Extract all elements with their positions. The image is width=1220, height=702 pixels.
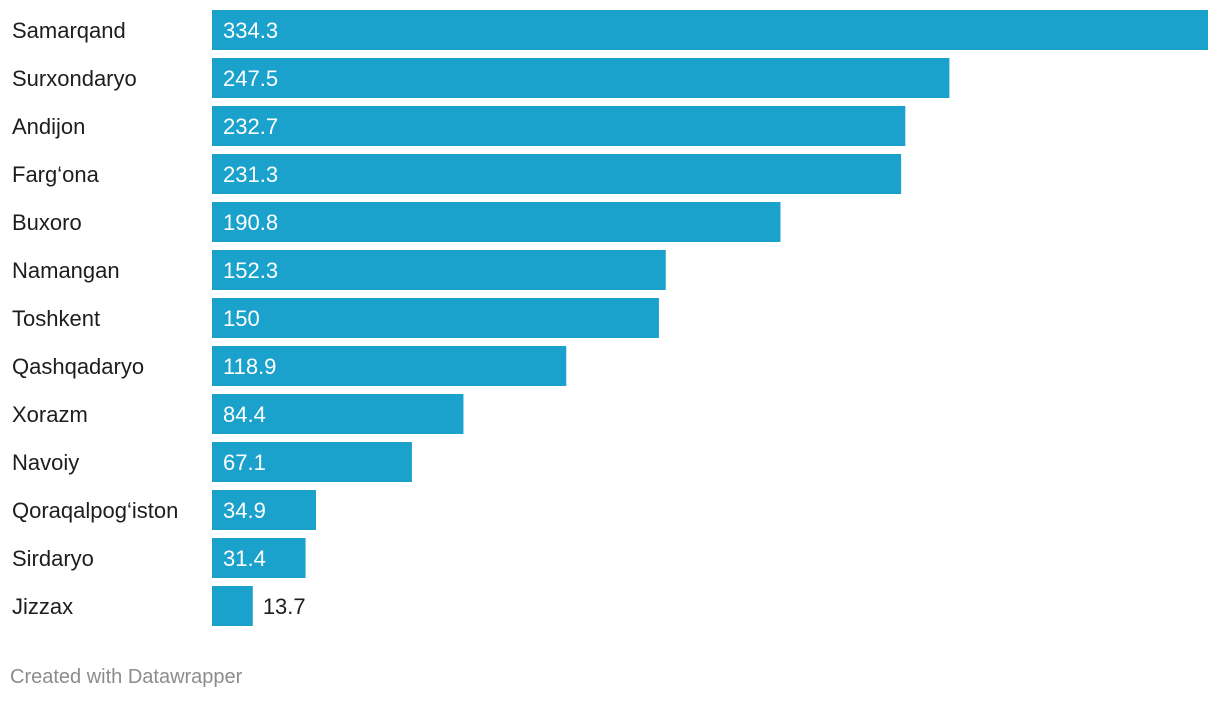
bar-chart: Samarqand 334.3 Surxondaryo 247.5 Andijon 232… (12, 10, 1208, 626)
category-label: Surxondaryo (12, 66, 137, 91)
category-label: Andijon (12, 114, 85, 139)
value-label: 13.7 (263, 594, 306, 619)
value-label: 232.7 (223, 114, 278, 139)
value-label: 118.9 (223, 354, 276, 379)
value-label: 231.3 (223, 162, 278, 187)
value-label: 67.1 (223, 450, 266, 475)
category-label: Buxoro (12, 210, 82, 235)
footer-credit: Created with Datawrapper (10, 666, 243, 688)
category-label: Qashqadaryo (12, 354, 144, 379)
category-label: Qoraqalpog‘iston (12, 498, 178, 523)
bar (212, 154, 902, 194)
bar-row-andijon: Andijon 232.7 (12, 106, 906, 146)
category-label: Navoiy (12, 450, 79, 475)
bar-row-xorazm: Xorazm 84.4 (12, 394, 464, 434)
bar-row-surxondaryo: Surxondaryo 247.5 (12, 58, 950, 98)
bar-row-namangan: Namangan 152.3 (12, 250, 666, 290)
category-label: Samarqand (12, 18, 126, 43)
bar-row-samarqand: Samarqand 334.3 (12, 10, 1208, 50)
category-label: Toshkent (12, 306, 100, 331)
value-label: 34.9 (223, 498, 266, 523)
bar-row-qashqadaryo: Qashqadaryo 118.9 (12, 346, 567, 386)
bar-row-sirdaryo: Sirdaryo 31.4 (12, 538, 306, 578)
bar-row-toshkent: Toshkent 150 (12, 298, 659, 338)
category-label: Jizzax (12, 594, 73, 619)
value-label: 190.8 (223, 210, 278, 235)
bar (212, 538, 306, 578)
bar-row-qoraqalpog-iston: Qoraqalpog‘iston 34.9 (12, 490, 316, 530)
value-label: 334.3 (223, 18, 278, 43)
bar-row-navoiy: Navoiy 67.1 (12, 442, 412, 482)
value-label: 84.4 (223, 402, 266, 427)
category-label: Farg‘ona (12, 162, 100, 187)
value-label: 152.3 (223, 258, 278, 283)
bar (212, 202, 781, 242)
bar (212, 346, 567, 386)
bar (212, 490, 316, 530)
bar (212, 586, 253, 626)
bar-row-farg-ona: Farg‘ona 231.3 (12, 154, 902, 194)
bar-row-buxoro: Buxoro 190.8 (12, 202, 781, 242)
bar (212, 442, 412, 482)
bar-row-jizzax: Jizzax 13.7 (12, 586, 306, 626)
value-label: 150 (223, 306, 260, 331)
category-label: Xorazm (12, 402, 88, 427)
bar (212, 394, 464, 434)
bar (212, 106, 906, 146)
category-label: Sirdaryo (12, 546, 94, 571)
bar (212, 298, 659, 338)
value-label: 31.4 (223, 546, 266, 571)
bar (212, 58, 950, 98)
category-label: Namangan (12, 258, 120, 283)
bar (212, 10, 1208, 50)
bar (212, 250, 666, 290)
value-label: 247.5 (223, 66, 278, 91)
